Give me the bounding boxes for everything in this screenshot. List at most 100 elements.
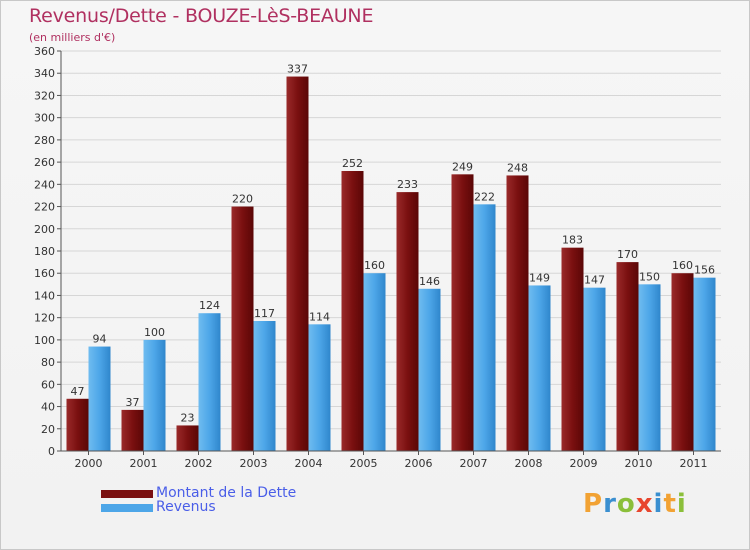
y-tick-label: 280 [34, 134, 55, 147]
data-label: 37 [126, 396, 140, 409]
bar-revenue [143, 339, 166, 451]
data-label: 146 [419, 275, 440, 288]
bar-revenue [253, 321, 276, 451]
y-tick-label: 100 [34, 334, 55, 347]
bar-revenue [88, 346, 111, 451]
logo-letter: i [676, 489, 687, 519]
data-label: 252 [342, 157, 363, 170]
data-label: 124 [199, 299, 220, 312]
x-tick-label: 2003 [240, 457, 268, 470]
bar-debt [671, 273, 694, 451]
data-label: 249 [452, 160, 473, 173]
bar-debt [396, 192, 419, 451]
data-label: 160 [364, 259, 385, 272]
data-label: 337 [287, 63, 308, 76]
data-label: 160 [672, 259, 693, 272]
chart-subtitle: (en milliers d'€) [29, 31, 116, 44]
data-labels: 47 94 37 100 23 124 220 117 337 114 252 160 233 146 24… [71, 63, 716, 425]
data-label: 183 [562, 234, 583, 247]
bar-debt [616, 262, 639, 451]
y-tick-label: 80 [41, 356, 55, 369]
data-label: 47 [71, 385, 85, 398]
chart-title: Revenus/Dette - BOUZE-LèS-BEAUNE [29, 5, 374, 27]
y-tick-label: 220 [34, 201, 55, 214]
logo-letter: t [663, 489, 677, 519]
data-label: 248 [507, 161, 528, 174]
bar-revenue [583, 287, 606, 451]
bar-debt [231, 206, 254, 451]
y-axis: 0 20 40 60 80 100 120 140 160 180 200 220 240 260 280 3… [34, 45, 62, 458]
bar-debt [451, 174, 474, 452]
y-tick-label: 240 [34, 178, 55, 191]
y-tick-label: 0 [48, 445, 55, 458]
y-tick-label: 20 [41, 423, 55, 436]
bar-debt [341, 171, 364, 451]
x-tick-label: 2000 [75, 457, 103, 470]
x-tick-label: 2008 [515, 457, 543, 470]
x-tick-label: 2004 [295, 457, 323, 470]
bar-revenue [693, 277, 716, 451]
bar-debt [561, 247, 584, 451]
bar-debt [176, 425, 199, 451]
data-label: 23 [181, 411, 195, 424]
logo-letter: o [616, 489, 636, 519]
logo-letter: i [653, 489, 664, 519]
data-label: 114 [309, 310, 330, 323]
bars [66, 76, 716, 452]
data-label: 156 [694, 264, 715, 277]
data-label: 150 [639, 270, 660, 283]
x-tick-label: 2006 [405, 457, 433, 470]
data-label: 94 [93, 333, 107, 346]
x-tick-label: 2001 [130, 457, 158, 470]
data-label: 222 [474, 190, 495, 203]
logo-letter: P [583, 489, 604, 519]
grid-lines [61, 50, 721, 452]
bar-debt [66, 398, 89, 451]
legend-swatch-debt [101, 490, 153, 498]
data-label: 170 [617, 248, 638, 261]
data-label: 233 [397, 178, 418, 191]
data-label: 220 [232, 193, 253, 206]
bar-revenue [308, 324, 331, 451]
x-tick-label: 2005 [350, 457, 378, 470]
legend-swatch-revenue [101, 504, 153, 512]
bar-revenue [198, 313, 221, 451]
bar-revenue [528, 285, 551, 451]
y-tick-label: 160 [34, 267, 55, 280]
x-tick-label: 2009 [570, 457, 598, 470]
legend-label-revenue: Revenus [156, 499, 216, 515]
y-tick-label: 60 [41, 378, 55, 391]
bar-debt [121, 409, 144, 451]
y-tick-label: 140 [34, 289, 55, 302]
y-tick-label: 200 [34, 223, 55, 236]
y-tick-label: 40 [41, 401, 55, 414]
data-label: 147 [584, 274, 605, 287]
x-axis: 2000 2001 2002 2003 2004 2005 2006 2007 2008 2009… [61, 450, 721, 470]
x-tick-label: 2010 [625, 457, 653, 470]
data-label: 100 [144, 326, 165, 339]
x-tick-label: 2011 [680, 457, 708, 470]
data-label: 117 [254, 307, 275, 320]
y-tick-label: 180 [34, 245, 55, 258]
x-tick-label: 2007 [460, 457, 488, 470]
y-tick-label: 340 [34, 67, 55, 80]
bar-revenue [638, 284, 661, 451]
bar-debt [286, 76, 309, 452]
y-tick-label: 120 [34, 312, 55, 325]
x-tick-label: 2002 [185, 457, 213, 470]
legend-label-debt: Montant de la Dette [156, 485, 297, 501]
bar-debt [506, 175, 529, 451]
y-tick-label: 320 [34, 89, 55, 102]
logo-letter: x [635, 489, 654, 519]
y-tick-label: 300 [34, 112, 55, 125]
proxiti-logo: Proxiti [583, 489, 687, 519]
y-tick-label: 260 [34, 156, 55, 169]
y-tick-label: 360 [34, 45, 55, 58]
bar-revenue [473, 204, 496, 451]
data-label: 149 [529, 271, 550, 284]
bar-revenue [418, 288, 441, 451]
logo-letter: r [603, 489, 617, 519]
bar-revenue [363, 273, 386, 451]
